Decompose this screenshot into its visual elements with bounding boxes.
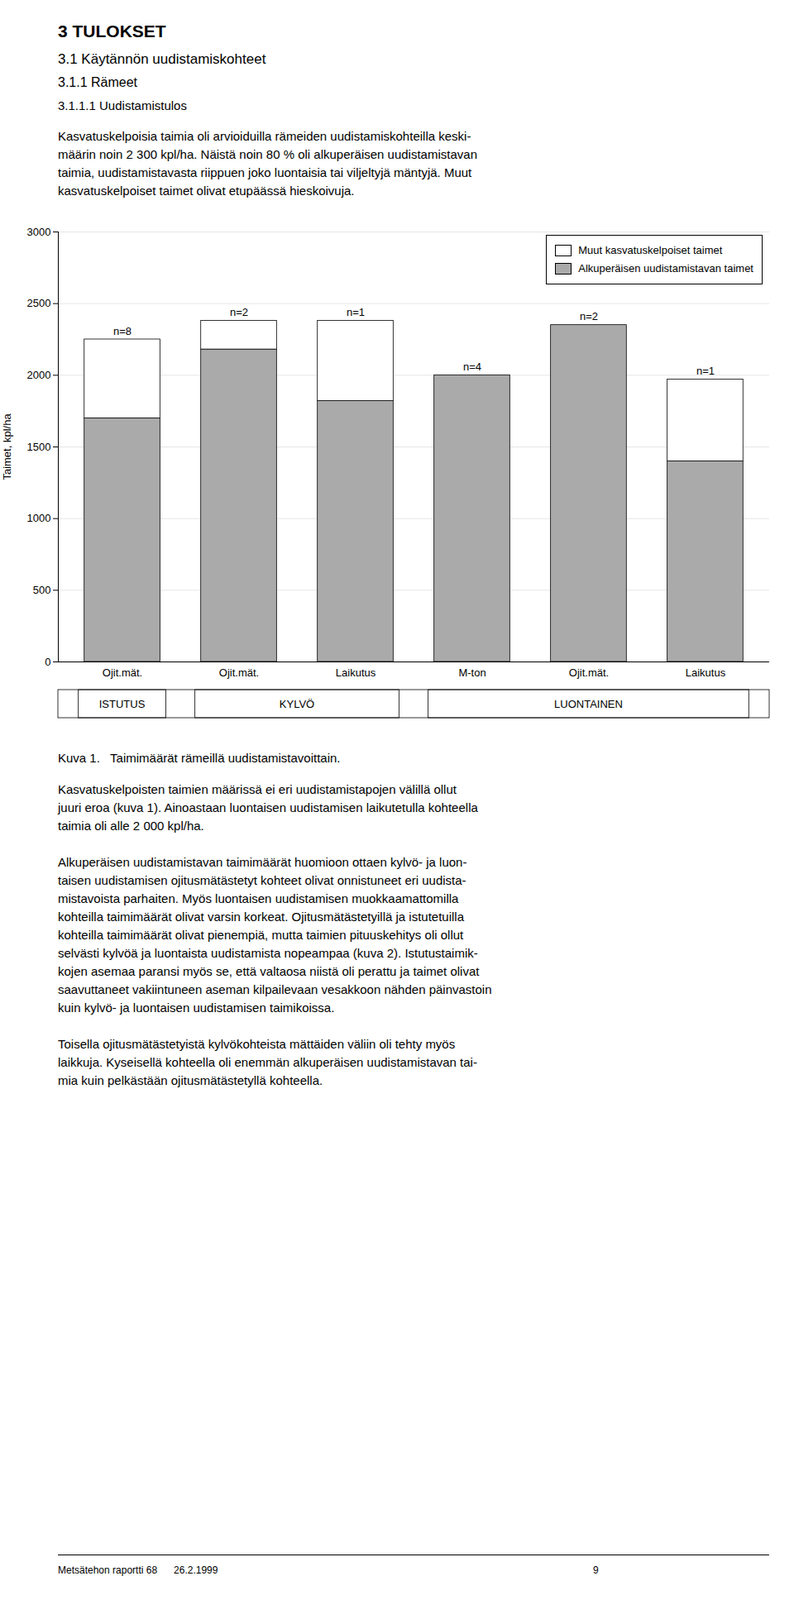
svg-text:0: 0 [44,655,51,668]
html-text:Alkuperäisen uudistamistavan t: Alkuperäisen uudistamistavan taimimäärät… [57,854,492,1015]
svg-text:500: 500 [33,583,52,597]
svg-text:Laikutus: Laikutus [685,665,727,679]
svg-text:Laikutus: Laikutus [335,665,377,679]
html-text:3.1.1.1 Uudistamistulos: 3.1.1.1 Uudistamistulos [57,98,187,113]
svg-text:1500: 1500 [27,440,52,453]
html-text:3.1.1 Rämeet: 3.1.1 Rämeet [57,75,138,90]
svg-text:1000: 1000 [27,511,52,525]
svg-text:n=2: n=2 [579,310,598,323]
svg-text:3000: 3000 [27,224,52,238]
svg-text:n=4: n=4 [463,360,482,374]
html-text:Kasvatuskelpoisten taimien mää: Kasvatuskelpoisten taimien määrissä ei e… [57,782,478,833]
svg-text:Ojit.mät.: Ojit.mät. [102,665,143,679]
svg-text:LUONTAINEN: LUONTAINEN [554,697,623,710]
html-text:Metsätehon raportti 68 26.2.19: Metsätehon raportti 68 26.2.1999 9 [57,1564,599,1577]
svg-text:n=2: n=2 [229,306,249,319]
svg-text:n=8: n=8 [113,324,132,337]
svg-text:M-ton: M-ton [458,665,486,679]
svg-text:2500: 2500 [27,296,52,310]
svg-text:Taimet, kpl/ha: Taimet, kpl/ha [0,412,14,480]
svg-text:n=1: n=1 [696,364,715,378]
html-text:3 TULOKSET: 3 TULOKSET [57,21,166,41]
html-text:Alkuperäisen uudistamistavan t: Alkuperäisen uudistamistavan taimet [578,261,754,275]
svg-text:Ojit.mät.: Ojit.mät. [569,665,609,679]
svg-text:n=1: n=1 [346,306,365,319]
html-text:Kuva 1. Taimimäärät rämeillä u: Kuva 1. Taimimäärät rämeillä uudistamist… [57,750,341,765]
html-text:Kasvatuskelpoisia taimia oli a: Kasvatuskelpoisia taimia oli arvioiduill… [57,128,478,198]
svg-text:KYLVÖ: KYLVÖ [279,697,315,710]
svg-text:2000: 2000 [27,368,52,382]
html-text:Muut kasvatuskelpoiset taimet: Muut kasvatuskelpoiset taimet [578,243,723,257]
html-text:Toisella ojitusmätästetyistä k: Toisella ojitusmätästetyistä kylvökohtei… [57,1036,478,1088]
svg-text:ISTUTUS: ISTUTUS [99,697,146,710]
html-text:3.1 Käytännön uudistamiskohtee: 3.1 Käytännön uudistamiskohteet [57,51,266,68]
svg-text:Ojit.mät.: Ojit.mät. [219,665,259,679]
